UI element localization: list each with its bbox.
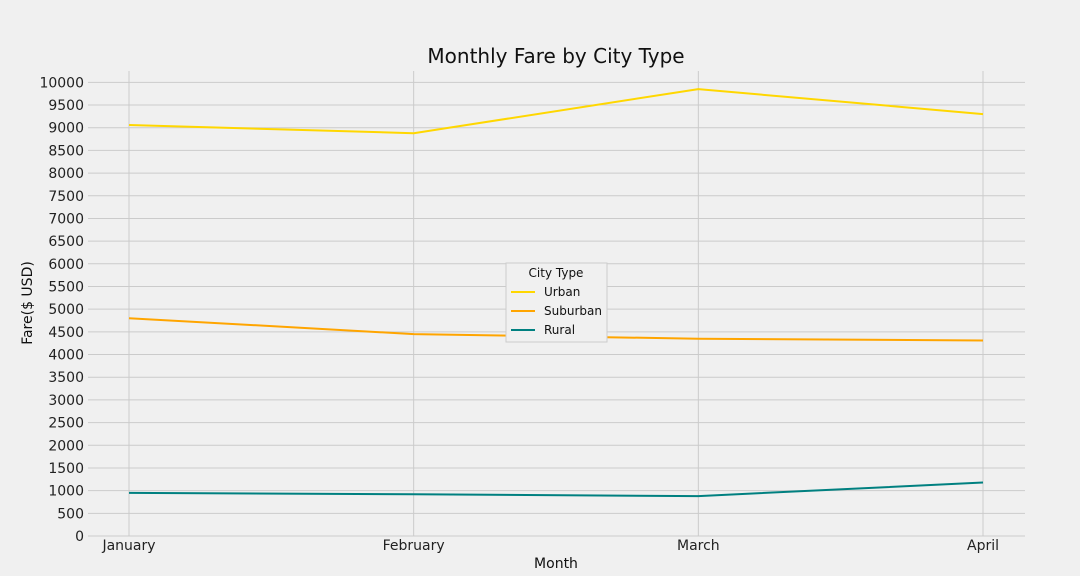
y-tick-label: 6000: [48, 257, 84, 273]
x-tick-labels: January February March April: [101, 538, 999, 554]
y-tick-label: 9500: [48, 98, 84, 114]
legend-item-suburban: Suburban: [511, 304, 602, 318]
y-tick-label: 7500: [48, 189, 84, 205]
y-tick-label: 4000: [48, 348, 84, 364]
y-tick-label: 10000: [39, 75, 84, 91]
legend-label: Suburban: [544, 304, 602, 318]
y-tick-label: 3500: [48, 370, 84, 386]
y-tick-label: 5500: [48, 279, 84, 295]
legend-title: City Type: [529, 266, 584, 280]
y-tick-label: 8000: [48, 166, 84, 182]
series-line-rural: [128, 481, 984, 498]
legend-items: Urban Suburban Rural: [511, 285, 602, 337]
y-tick-label: 8500: [48, 143, 84, 159]
y-axis-label: Fare($ USD): [20, 261, 36, 345]
y-tick-label: 5000: [48, 302, 84, 318]
x-tick-label: March: [677, 538, 720, 554]
y-tick-label: 0: [75, 529, 84, 545]
legend: City Type Urban Suburban Rural: [505, 262, 608, 343]
x-tick-label: January: [101, 538, 155, 554]
x-axis-label: Month: [534, 556, 578, 572]
y-tick-label: 3000: [48, 393, 84, 409]
legend-box: [505, 262, 608, 343]
y-tick-label: 7000: [48, 211, 84, 227]
chart-title: Monthly Fare by City Type: [427, 44, 684, 68]
y-tick-label: 9000: [48, 121, 84, 137]
y-tick-label: 2000: [48, 438, 84, 454]
legend-item-urban: Urban: [511, 285, 580, 299]
y-tick-labels: 0 500 1000 1500 2000 2500 3000 3500 4000 4500 5000…: [39, 75, 84, 545]
y-tick-label: 500: [57, 506, 84, 522]
y-tick-label: 4500: [48, 325, 84, 341]
legend-label: Urban: [544, 285, 580, 299]
x-tick-label: February: [383, 538, 445, 554]
series-line-urban: [128, 88, 984, 135]
y-tick-label: 6500: [48, 234, 84, 250]
y-tick-label: 1500: [48, 461, 84, 477]
y-tick-label: 2500: [48, 416, 84, 432]
x-tick-label: April: [967, 538, 999, 554]
legend-item-rural: Rural: [511, 323, 575, 337]
legend-label: Rural: [544, 323, 575, 337]
y-tick-label: 1000: [48, 484, 84, 500]
